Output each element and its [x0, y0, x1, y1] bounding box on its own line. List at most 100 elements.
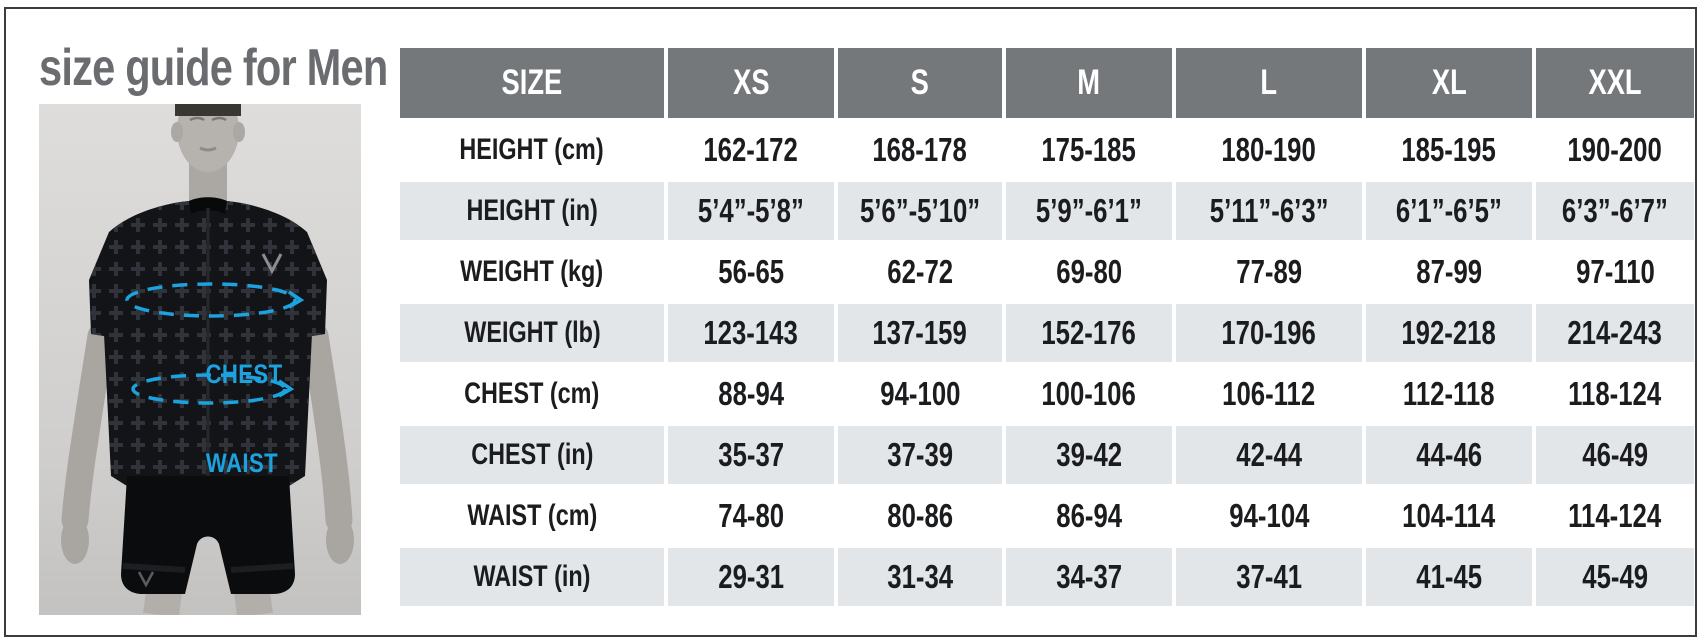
table-cell: 41-45: [1366, 548, 1532, 606]
table-cell-text: 192-218: [1401, 314, 1497, 351]
table-cell: 104-114: [1366, 487, 1532, 545]
table-cell: 97-110: [1536, 243, 1694, 301]
table-cell: 87-99: [1366, 243, 1532, 301]
column-header-text: SIZE: [501, 63, 563, 102]
table-cell: 80-86: [838, 487, 1002, 545]
shorts-brand-v-icon: [137, 571, 155, 588]
head: [177, 104, 239, 172]
table-cell: 37-41: [1176, 548, 1362, 606]
table-cell-text: 69-80: [1056, 253, 1122, 290]
table-cell: 45-49: [1536, 548, 1694, 606]
column-header: S: [838, 48, 1002, 118]
table-row: CHEST (in) 35-37 37-39 39-42 42-44 44-46 46-49: [400, 426, 1694, 484]
table-cell: 162-172: [668, 121, 834, 179]
row-label-text: HEIGHT (in): [466, 194, 598, 227]
table-cell: 42-44: [1176, 426, 1362, 484]
row-label: HEIGHT (in): [400, 182, 664, 240]
column-header: M: [1006, 48, 1172, 118]
table-cell-text: 97-110: [1575, 253, 1655, 290]
chest-ellipse: [125, 282, 297, 318]
table-cell: 46-49: [1536, 426, 1694, 484]
table-cell-text: 45-49: [1582, 558, 1648, 595]
table-cell-text: 88-94: [718, 375, 784, 412]
table-cell-text: 170-196: [1221, 314, 1317, 351]
table-cell-text: 46-49: [1582, 436, 1648, 473]
right-forearm: [301, 322, 353, 534]
table-cell-text: 5’4”-5’8”: [698, 192, 804, 229]
table-cell: 56-65: [668, 243, 834, 301]
table-cell-text: 6’3”-6’7”: [1562, 192, 1668, 229]
column-header: XL: [1366, 48, 1532, 118]
table-cell: 74-80: [668, 487, 834, 545]
table-cell-text: 31-34: [887, 558, 953, 595]
table-cell: 152-176: [1006, 304, 1172, 362]
table-row: WEIGHT (kg) 56-65 62-72 69-80 77-89 87-99 97-1…: [400, 243, 1694, 301]
row-label: WEIGHT (kg): [400, 243, 664, 301]
table-cell-text: 86-94: [1056, 497, 1122, 534]
chest-label: CHEST: [205, 359, 283, 389]
column-header: XS: [668, 48, 834, 118]
shorts: [121, 476, 295, 594]
hair: [175, 104, 241, 116]
table-cell: 88-94: [668, 365, 834, 423]
table-cell-text: 190-200: [1567, 131, 1663, 168]
row-label: CHEST (cm): [400, 365, 664, 423]
table-cell-text: 175-185: [1041, 131, 1137, 168]
column-header: XXL: [1536, 48, 1694, 118]
row-label-text: WAIST (in): [473, 560, 591, 593]
row-label: HEIGHT (cm): [400, 121, 664, 179]
table-cell: 114-124: [1536, 487, 1694, 545]
table-cell: 118-124: [1536, 365, 1694, 423]
table-cell: 5’4”-5’8”: [668, 182, 834, 240]
brand-v-icon: [261, 253, 283, 275]
jersey: [89, 197, 327, 486]
size-table-body: HEIGHT (cm) 162-172 168-178 175-185 180-190 1…: [400, 121, 1694, 606]
row-label: WAIST (cm): [400, 487, 664, 545]
table-row: WAIST (in) 29-31 31-34 34-37 37-41 41-45 45-49: [400, 548, 1694, 606]
row-label-text: CHEST (in): [470, 438, 594, 471]
table-cell: 175-185: [1006, 121, 1172, 179]
table-cell-text: 35-37: [718, 436, 784, 473]
column-header-text: XL: [1431, 63, 1467, 102]
table-cell-text: 168-178: [872, 131, 968, 168]
table-cell: 180-190: [1176, 121, 1362, 179]
row-label-text: WEIGHT (lb): [463, 316, 601, 349]
table-cell-text: 5’11”-6’3”: [1209, 192, 1329, 229]
right-hand: [326, 516, 354, 564]
table-cell: 37-39: [838, 426, 1002, 484]
table-row: HEIGHT (cm) 162-172 168-178 175-185 180-190 1…: [400, 121, 1694, 179]
table-row: WAIST (cm) 74-80 80-86 86-94 94-104 104-114 11…: [400, 487, 1694, 545]
row-label: CHEST (in): [400, 426, 664, 484]
table-cell-text: 104-114: [1402, 497, 1496, 534]
table-cell: 5’9”-6’1”: [1006, 182, 1172, 240]
table-cell: 69-80: [1006, 243, 1172, 301]
right-ear: [233, 122, 245, 142]
table-cell: 77-89: [1176, 243, 1362, 301]
table-cell: 35-37: [668, 426, 834, 484]
left-hand: [61, 516, 89, 564]
table-cell-text: 37-41: [1236, 558, 1302, 595]
table-cell: 214-243: [1536, 304, 1694, 362]
measurement-marks: [125, 282, 297, 405]
table-cell: 29-31: [668, 548, 834, 606]
size-table-header: SIZE XS S M L XL XXL: [400, 48, 1694, 118]
table-cell-text: 62-72: [887, 253, 953, 290]
table-cell-text: 114-124: [1568, 497, 1662, 534]
table-cell-text: 152-176: [1041, 314, 1137, 351]
table-cell-text: 118-124: [1568, 375, 1662, 412]
table-cell-text: 6’1”-6’5”: [1396, 192, 1502, 229]
table-cell-text: 180-190: [1221, 131, 1317, 168]
table-cell: 62-72: [838, 243, 1002, 301]
row-label: WAIST (in): [400, 548, 664, 606]
left-ear: [171, 122, 183, 142]
column-header-text: M: [1077, 63, 1101, 102]
mouth: [199, 146, 217, 152]
table-cell: 168-178: [838, 121, 1002, 179]
table-cell: 5’11”-6’3”: [1176, 182, 1362, 240]
model-illustration: [39, 104, 361, 615]
table-cell: 112-118: [1366, 365, 1532, 423]
table-cell-text: 5’9”-6’1”: [1036, 192, 1142, 229]
table-cell-text: 94-100: [879, 375, 961, 412]
table-cell-text: 41-45: [1416, 558, 1482, 595]
table-cell-text: 29-31: [718, 558, 784, 595]
